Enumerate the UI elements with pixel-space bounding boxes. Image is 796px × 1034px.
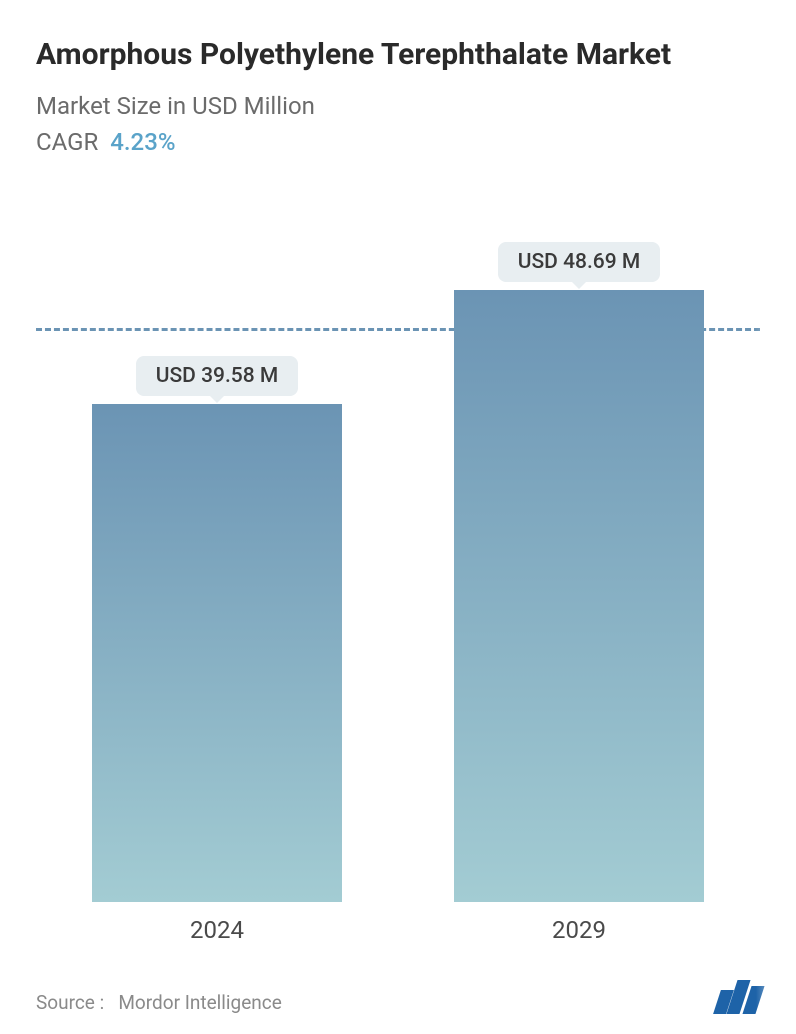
chart-area: USD 39.58 M 2024 USD 48.69 M 2029 — [36, 216, 760, 951]
bar-group-2024: USD 39.58 M 2024 — [92, 356, 342, 902]
bar-2024 — [92, 404, 342, 902]
cagr-value: 4.23% — [110, 128, 175, 156]
source-name: Mordor Intelligence — [118, 991, 281, 1014]
source-text: Source : Mordor Intelligence — [36, 991, 282, 1014]
chart-container: Amorphous Polyethylene Terephthalate Mar… — [0, 0, 796, 1034]
x-label-2024: 2024 — [92, 916, 342, 944]
footer: Source : Mordor Intelligence — [36, 970, 760, 1014]
source-label: Source : — [36, 991, 104, 1014]
cagr-row: CAGR 4.23% — [36, 128, 760, 156]
bar-group-2029: USD 48.69 M 2029 — [454, 242, 704, 902]
bars-row: USD 39.58 M 2024 USD 48.69 M 2029 — [36, 216, 760, 903]
value-pill-2024: USD 39.58 M — [136, 356, 299, 396]
mordor-logo-icon — [717, 980, 760, 1014]
bar-2029 — [454, 290, 704, 902]
chart-title: Amorphous Polyethylene Terephthalate Mar… — [36, 36, 760, 74]
value-pill-2029: USD 48.69 M — [498, 242, 661, 282]
chart-subtitle: Market Size in USD Million — [36, 92, 760, 120]
x-label-2029: 2029 — [454, 916, 704, 944]
cagr-label: CAGR — [36, 128, 98, 156]
